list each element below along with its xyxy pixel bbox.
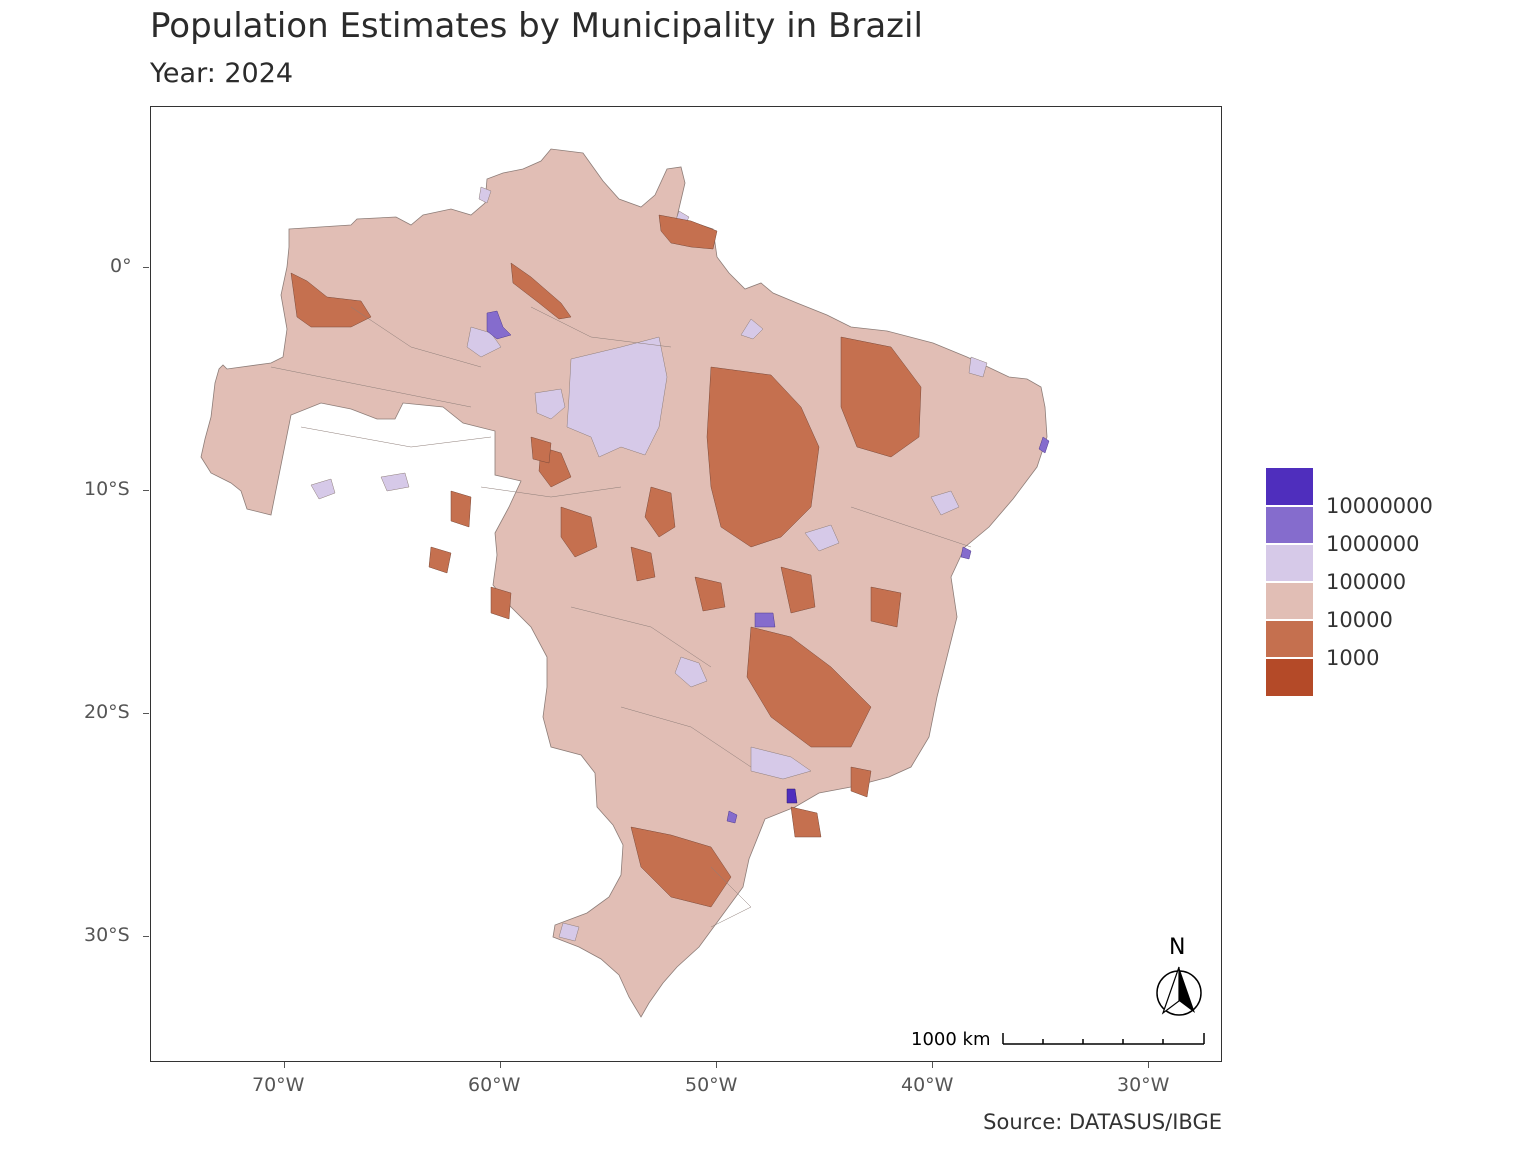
- legend-label-1: 10000000: [1326, 494, 1433, 518]
- scale-bar-label: 1000 km: [911, 1029, 991, 1050]
- brazil-map: [200, 148, 1205, 1045]
- x-tick-70w: [284, 1062, 285, 1068]
- y-tick-30s: [143, 936, 149, 937]
- y-label-10s: 10°S: [84, 478, 130, 500]
- legend-label-2: 1000000: [1326, 532, 1420, 556]
- x-tick-30w: [1148, 1062, 1149, 1068]
- legend-swatch-5: [1266, 620, 1313, 658]
- scale-bar: [1002, 1033, 1205, 1045]
- legend-label-5: 1000: [1326, 646, 1380, 670]
- x-label-50w: 50°W: [685, 1074, 738, 1096]
- legend-divider: [1266, 543, 1313, 545]
- map-subtitle: Year: 2024: [150, 58, 294, 89]
- map-title: Population Estimates by Municipality in …: [150, 6, 923, 46]
- y-tick-10s: [143, 490, 149, 491]
- legend-label-4: 10000: [1326, 608, 1393, 632]
- north-arrow-icon: [1156, 966, 1202, 1016]
- x-label-40w: 40°W: [901, 1074, 954, 1096]
- legend-divider: [1266, 619, 1313, 621]
- x-label-60w: 60°W: [468, 1074, 521, 1096]
- municipal-boundaries: [270, 306, 972, 928]
- legend-swatch-4: [1266, 582, 1313, 620]
- purple-light-regions: [310, 186, 988, 942]
- x-tick-50w: [716, 1062, 717, 1068]
- map-panel: 1000 km N: [150, 106, 1222, 1062]
- x-tick-40w: [932, 1062, 933, 1068]
- purple-mid-regions: [486, 310, 1050, 824]
- legend-divider: [1266, 657, 1313, 659]
- legend-swatch-6: [1266, 658, 1313, 696]
- legend-swatch-3: [1266, 544, 1313, 582]
- x-label-70w: 70°W: [252, 1074, 305, 1096]
- orange-regions: [290, 214, 922, 908]
- legend-swatch-2: [1266, 506, 1313, 544]
- y-label-0: 0°: [110, 255, 132, 277]
- legend-divider: [1266, 581, 1313, 583]
- y-tick-0: [143, 267, 149, 268]
- legend-divider: [1266, 505, 1313, 507]
- purple-top-regions: [786, 788, 798, 804]
- north-label: N: [1169, 935, 1186, 960]
- x-tick-60w: [500, 1062, 501, 1068]
- brazil-outline: [200, 148, 1048, 1018]
- x-label-30w: 30°W: [1117, 1074, 1170, 1096]
- y-label-20s: 20°S: [84, 701, 130, 723]
- y-label-30s: 30°S: [84, 924, 130, 946]
- legend-label-3: 100000: [1326, 570, 1407, 594]
- legend-swatch-1: [1266, 468, 1313, 506]
- y-tick-20s: [143, 713, 149, 714]
- source-caption: Source: DATASUS/IBGE: [983, 1110, 1222, 1134]
